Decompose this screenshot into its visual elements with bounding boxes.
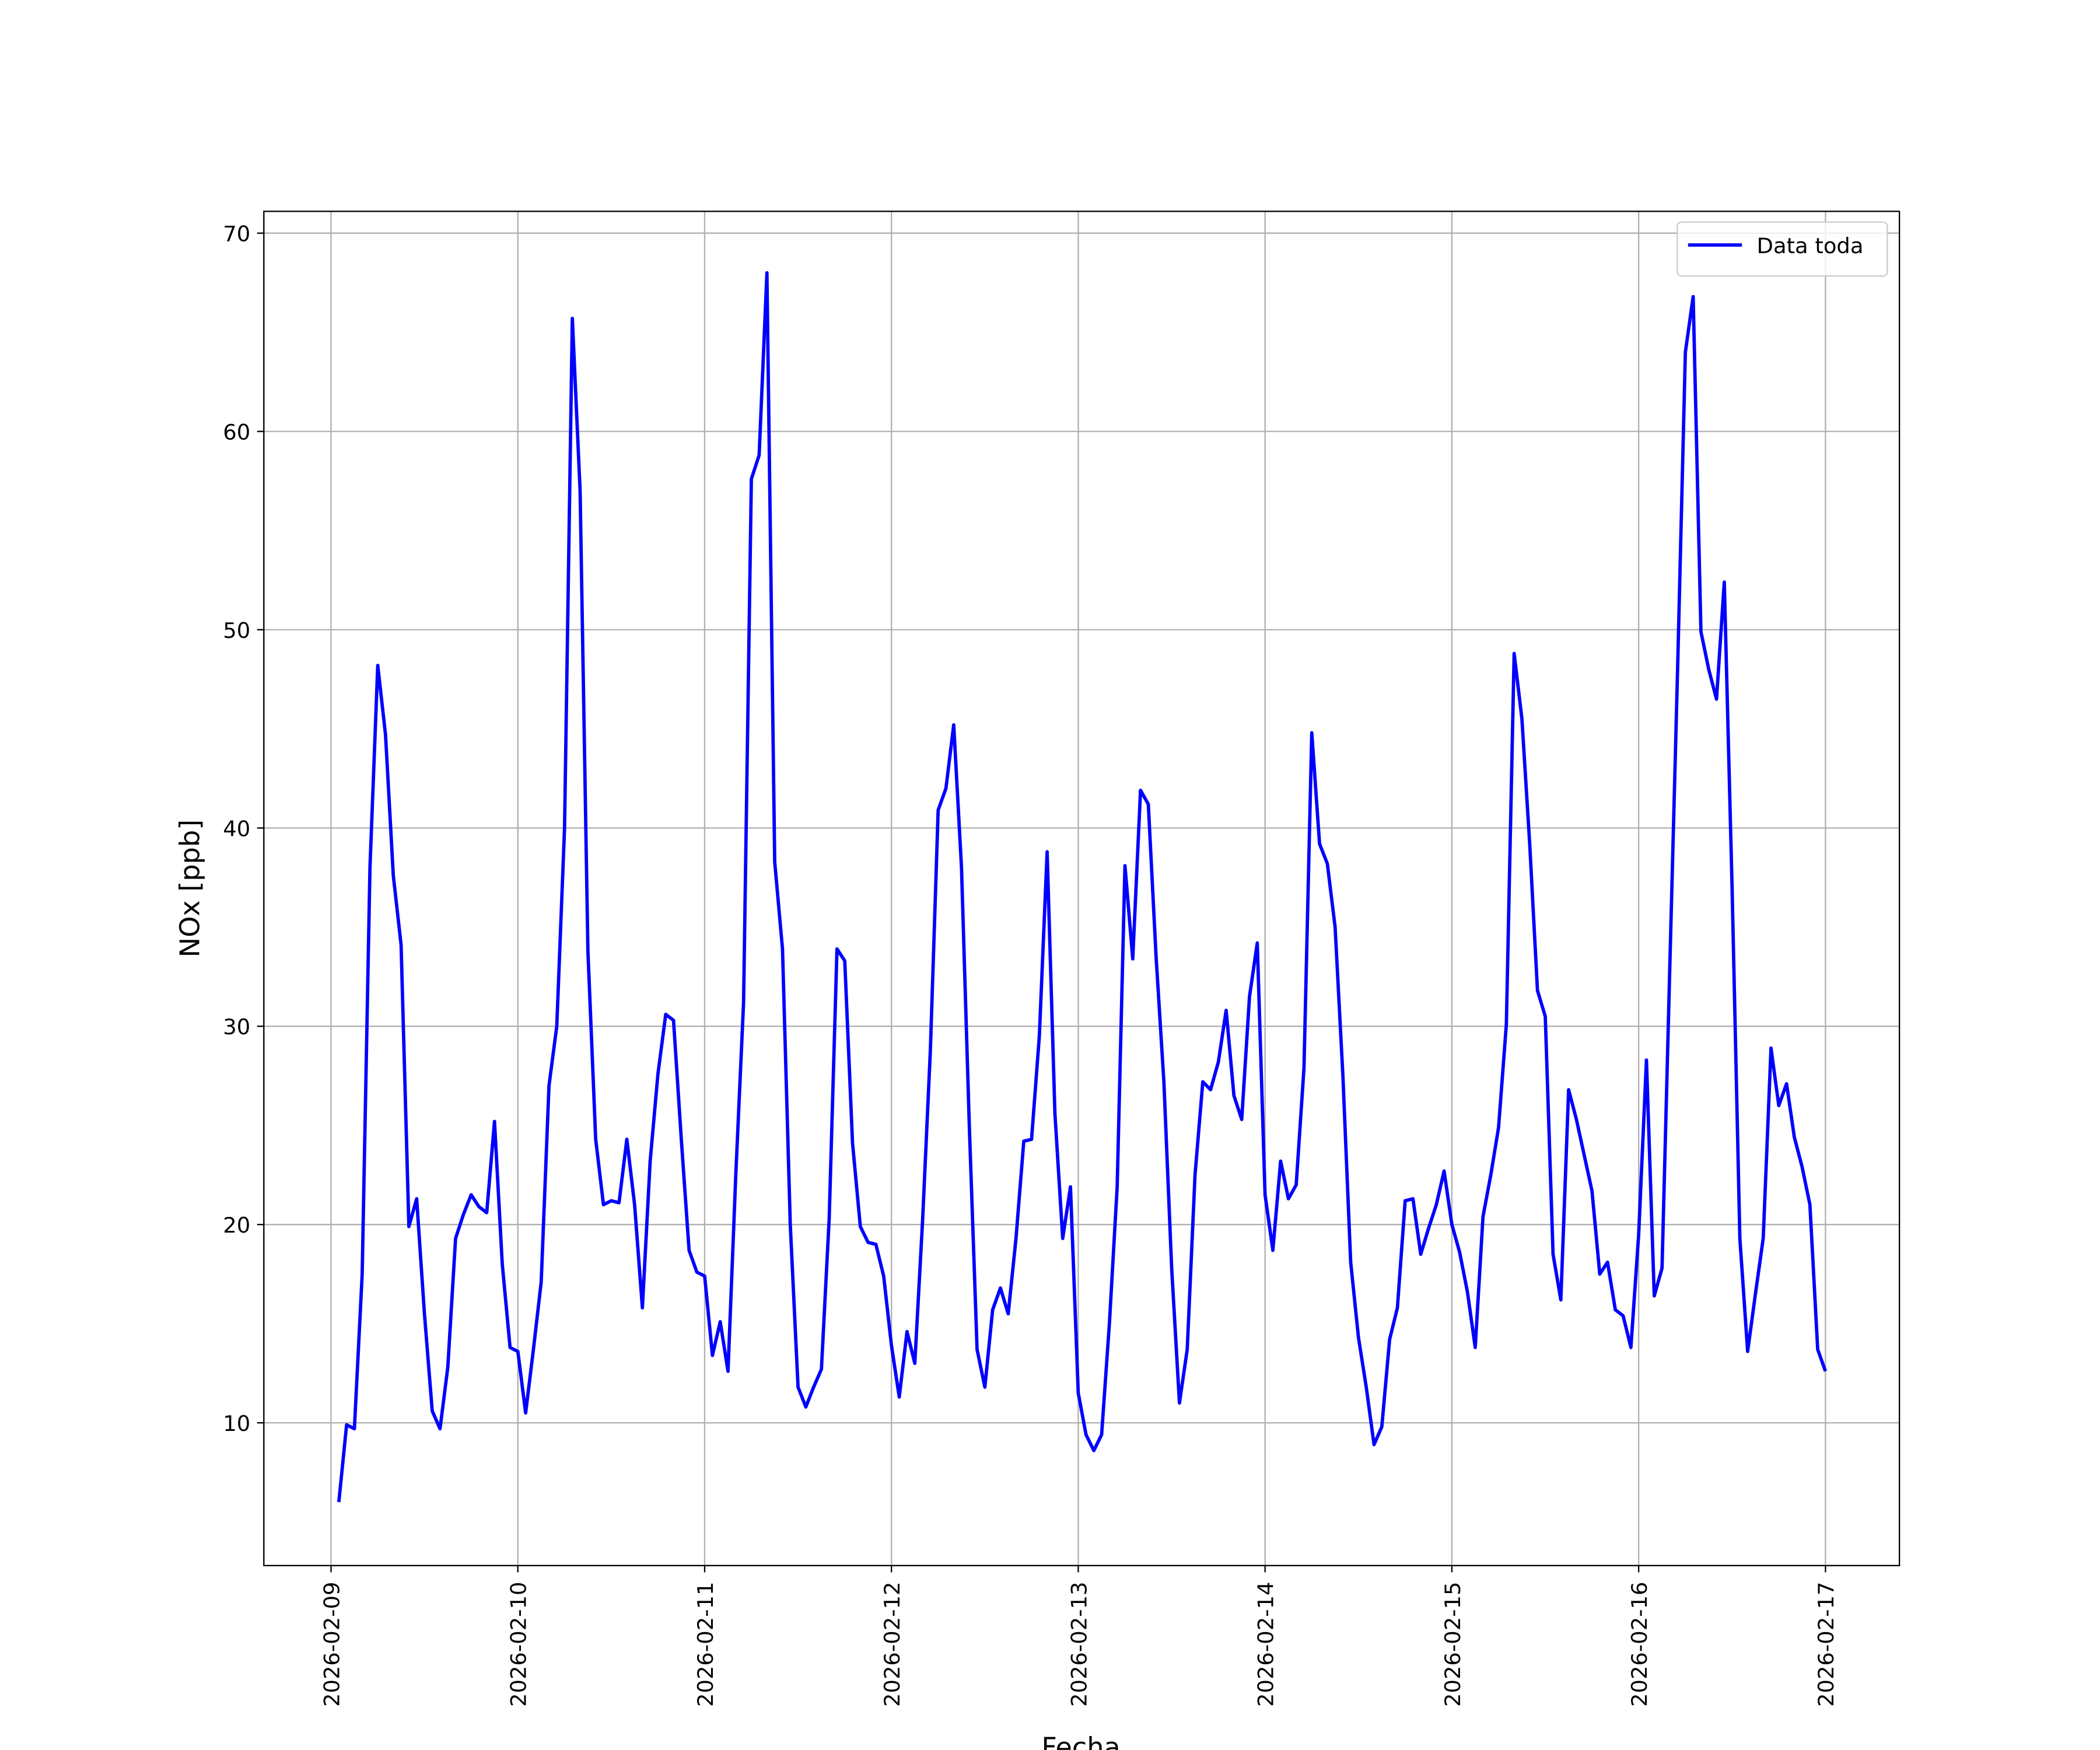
x-tick-label: 2026-02-14 [1254,1582,1279,1707]
y-tick-label: 10 [223,1411,250,1436]
x-tick-label: 2026-02-09 [319,1582,344,1707]
legend-box [1676,221,1888,277]
series-line [337,271,1828,1503]
x-tick-label: 2026-02-13 [1066,1582,1091,1707]
x-tick-label: 2026-02-17 [1814,1582,1839,1707]
y-tick-label: 50 [223,618,250,643]
legend-label: Data toda [1757,233,1864,258]
x-tick-label: 2026-02-12 [880,1582,905,1707]
x-tick-label: 2026-02-10 [506,1582,531,1707]
x-tick-label: 2026-02-16 [1627,1582,1652,1707]
y-tick-label: 30 [223,1014,250,1040]
y-tick-label: 40 [223,816,250,841]
plot-frame [263,211,1901,1566]
x-tick-label: 2026-02-15 [1440,1582,1465,1707]
y-tick-label: 70 [223,222,250,247]
y-tick-label: 20 [223,1213,250,1238]
x-axis-label: Fecha [1041,1732,1120,1750]
x-tick-label: 2026-02-11 [693,1582,718,1707]
y-tick-label: 60 [223,419,250,444]
y-axis-label: NOx [ppb] [174,820,206,958]
